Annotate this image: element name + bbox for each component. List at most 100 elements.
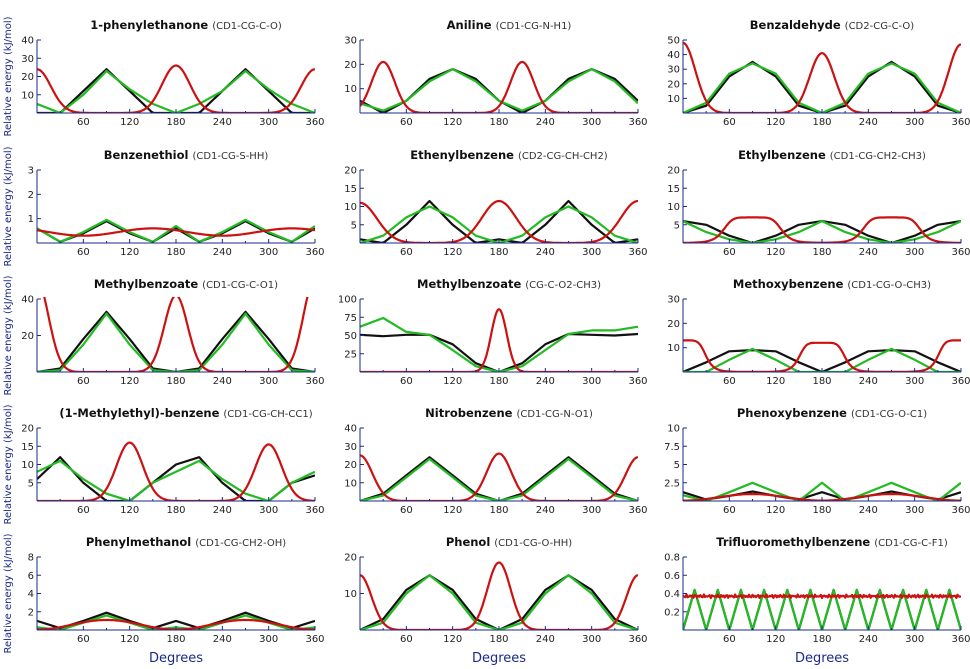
series-line-red: [360, 561, 638, 630]
panel-title: 1-phenylethanone (CD1-CG-C-O): [90, 18, 282, 32]
y-tick-label: 20: [21, 424, 34, 435]
panel-title-atoms: (CD1-CG-C-O1): [202, 280, 278, 291]
panel-title-name: Aniline: [447, 18, 496, 32]
x-tick-label: 360: [305, 505, 324, 516]
panel-title: Aniline (CD1-CG-N-H1): [447, 18, 572, 32]
x-tick-label: 240: [213, 247, 232, 258]
panel-title-name: Phenylmethanol: [86, 535, 195, 549]
x-tick-label: 180: [166, 376, 185, 387]
series-line-green: [37, 459, 315, 501]
x-tick-label: 180: [166, 505, 185, 516]
chart-panel: Trifluoromethylbenzene (CD1-CG-C-F1) 0.2 0…: [664, 535, 970, 645]
chart-panel: Nitrobenzene (CD1-CG-N-O1) 10 20 30 40 60 120 1…: [344, 406, 647, 516]
panel-title-name: Trifluoromethylbenzene: [716, 535, 874, 549]
x-tick-label: 360: [951, 117, 970, 128]
y-tick-label: 25: [344, 349, 357, 360]
panels: 1-phenylethanone (CD1-CG-C-O) 10 20 30 40 60 1…: [21, 18, 970, 645]
panel-title-name: Nitrobenzene: [425, 406, 516, 420]
x-tick-label: 180: [489, 634, 508, 645]
y-tick-label: 0.6: [664, 571, 680, 582]
x-tick-label: 300: [582, 505, 601, 516]
y-tick-label: 15: [21, 442, 34, 453]
y-axis-label: Relative energy (kJ/mol): [3, 146, 14, 266]
panel-title-atoms: (CD1-CG-CH-CC1): [223, 409, 312, 420]
x-axis-label: Degrees: [149, 651, 203, 666]
y-tick-label: 5: [674, 220, 680, 231]
x-axis-label: Degrees: [795, 651, 849, 666]
x-tick-label: 240: [536, 634, 555, 645]
x-tick-label: 300: [259, 634, 278, 645]
series-group: [683, 339, 961, 372]
y-tick-label: 75: [344, 313, 357, 324]
x-tick-label: 60: [77, 634, 90, 645]
series-line-green: [683, 62, 961, 113]
x-tick-label: 180: [812, 376, 831, 387]
x-tick-label: 240: [536, 117, 555, 128]
x-tick-label: 360: [951, 634, 970, 645]
panel-title-name: Ethenylbenzene: [410, 148, 518, 162]
x-tick-label: 240: [536, 376, 555, 387]
series-line-red: [360, 452, 638, 501]
x-tick-label: 240: [213, 376, 232, 387]
y-tick-label: 20: [344, 166, 357, 177]
series-line-green: [360, 316, 638, 372]
x-tick-label: 60: [77, 376, 90, 387]
y-tick-label: 10: [667, 343, 680, 354]
y-tick-label: 0.2: [664, 607, 680, 618]
y-tick-label: 7.5: [664, 442, 680, 453]
chart-panel: Phenoxybenzene (CD1-CG-O-C1) 2.5 5 7.5 10 60 1…: [664, 406, 970, 516]
panel-title-atoms: (CD1-CG-O-HH): [494, 538, 572, 549]
x-tick-label: 60: [400, 376, 413, 387]
panel-title: Ethylbenzene (CD1-CG-CH2-CH3): [738, 148, 926, 162]
chart-panel: Ethylbenzene (CD1-CG-CH2-CH3) 5 10 15 20 60 12…: [667, 148, 970, 258]
series-line-black: [37, 611, 315, 630]
panel-title-atoms: (CD1-CG-O-C1): [851, 409, 927, 420]
panel-title: Phenol (CD1-CG-O-HH): [446, 535, 572, 549]
series-group: [37, 218, 315, 243]
x-tick-label: 240: [859, 376, 878, 387]
y-tick-label: 10: [667, 94, 680, 105]
panel-title: Trifluoromethylbenzene (CD1-CG-C-F1): [716, 535, 948, 549]
chart-panel: Methylbenzoate (CD1-CG-C-O1) 20 40 60 120 180…: [21, 277, 324, 387]
series-group: [360, 452, 638, 501]
x-tick-label: 360: [951, 505, 970, 516]
chart-panel: Methoxybenzene (CD1-CG-O-CH3) 10 20 30 60 120…: [667, 277, 970, 387]
series-line-red: [43, 297, 309, 372]
x-tick-label: 120: [443, 634, 462, 645]
y-tick-label: 5: [351, 220, 357, 231]
panel-title: Nitrobenzene (CD1-CG-N-O1): [425, 406, 593, 420]
x-tick-label: 60: [77, 247, 90, 258]
panel-title: Methylbenzoate (CG-C-O2-CH3): [417, 277, 601, 291]
series-line-black: [360, 456, 638, 501]
x-tick-label: 120: [120, 634, 139, 645]
x-tick-label: 180: [812, 634, 831, 645]
y-axis-labels: Relative energy (kJ/mol) Relative energy …: [3, 16, 14, 653]
x-tick-label: 360: [628, 247, 647, 258]
y-tick-label: 2: [28, 190, 34, 201]
x-tick-label: 60: [723, 634, 736, 645]
y-tick-label: 50: [667, 36, 680, 47]
panel-title-atoms: (CD1-CG-C-F1): [874, 538, 948, 549]
x-tick-label: 300: [905, 247, 924, 258]
series-line-red: [683, 339, 961, 372]
series-group: [37, 64, 315, 113]
x-tick-label: 120: [766, 505, 785, 516]
x-tick-label: 120: [120, 505, 139, 516]
y-tick-label: 0.4: [664, 589, 680, 600]
y-tick-label: 4: [28, 589, 34, 600]
series-line-black: [37, 220, 315, 243]
y-tick-label: 30: [21, 54, 34, 65]
x-tick-label: 180: [812, 117, 831, 128]
y-tick-label: 20: [344, 460, 357, 471]
panel-title-atoms: (CD2-CG-CH-CH2): [518, 151, 608, 162]
x-tick-label: 180: [489, 376, 508, 387]
series-line-green: [37, 69, 315, 113]
series-group: [360, 308, 638, 372]
y-tick-label: 15: [667, 184, 680, 195]
panel-title-atoms: (CD1-CG-S-HH): [192, 151, 268, 162]
series-line-black: [683, 60, 961, 113]
chart-panel: Aniline (CD1-CG-N-H1) 10 20 30 60 120 180 240 30…: [344, 18, 647, 128]
y-tick-label: 10: [21, 460, 34, 471]
x-tick-label: 180: [489, 247, 508, 258]
